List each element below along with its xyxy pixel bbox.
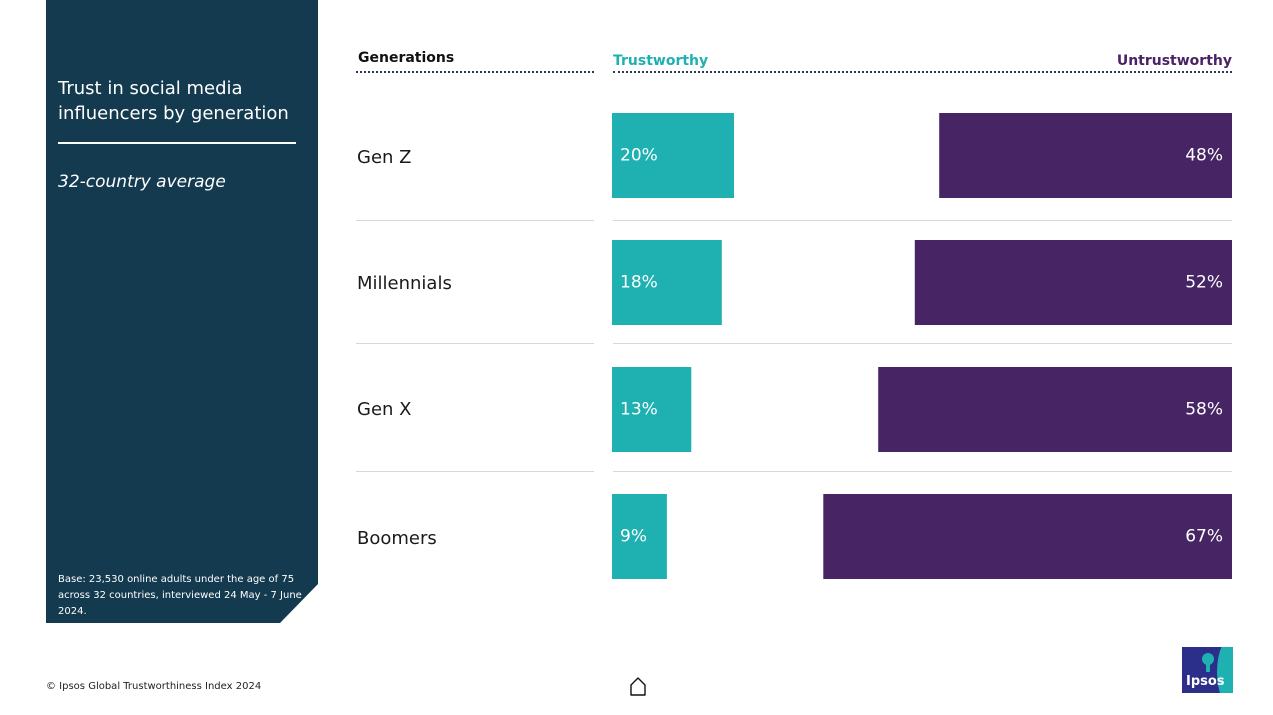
row-separator	[356, 471, 594, 472]
trustworthy-bar-gen-x	[612, 367, 692, 452]
title-divider	[58, 142, 296, 144]
untrustworthy-bar-millennials	[914, 240, 1232, 325]
row-separator	[613, 343, 1232, 344]
row-label-gen-x: Gen X	[357, 399, 412, 420]
trustworthy-value-label-gen-x: 13%	[620, 400, 658, 420]
row-separator	[613, 220, 1232, 221]
untrustworthy-value-label-gen-z: 48%	[1185, 146, 1223, 166]
row-separator	[613, 471, 1232, 472]
trustworthy-value-label-gen-z: 20%	[620, 146, 658, 166]
row-label-boomers: Boomers	[357, 528, 437, 549]
trustworthy-bar-millennials	[612, 240, 722, 325]
trustworthy-bar-boomers	[612, 494, 667, 579]
ipsos-logo: Ipsos	[1182, 647, 1233, 693]
trustworthy-bar-gen-z	[612, 113, 734, 198]
base-note: Base: 23,530 online adults under the age…	[58, 574, 302, 617]
chart-subtitle: 32-country average	[58, 172, 226, 192]
side-panel: Trust in social media influencers by gen…	[46, 0, 318, 623]
untrustworthy-bar-gen-x	[878, 367, 1232, 452]
untrustworthy-bar-gen-z	[939, 113, 1232, 198]
row-label-millennials: Millennials	[357, 273, 452, 294]
home-icon[interactable]	[628, 675, 648, 697]
trustworthy-header: Trustworthy	[613, 53, 709, 69]
untrustworthy-value-label-millennials: 52%	[1185, 273, 1223, 293]
chart-title: Trust in social media influencers by gen…	[58, 78, 289, 124]
untrustworthy-bar-boomers	[823, 494, 1232, 579]
trustworthy-value-label-boomers: 9%	[620, 527, 647, 547]
generations-header-underline	[356, 71, 594, 73]
row-separator	[356, 343, 594, 344]
values-header-underline	[613, 71, 1232, 73]
logo-text: Ipsos	[1186, 674, 1225, 689]
untrustworthy-value-label-boomers: 67%	[1185, 527, 1223, 547]
row-label-gen-z: Gen Z	[357, 147, 412, 168]
trustworthy-value-label-millennials: 18%	[620, 273, 658, 293]
generations-header: Generations	[358, 50, 455, 66]
logo-mark-icon	[1202, 653, 1214, 672]
row-separator	[356, 220, 594, 221]
untrustworthy-header: Untrustworthy	[1116, 53, 1232, 69]
untrustworthy-value-label-gen-x: 58%	[1185, 400, 1223, 420]
copyright-text: © Ipsos Global Trustworthiness Index 202…	[46, 681, 262, 692]
